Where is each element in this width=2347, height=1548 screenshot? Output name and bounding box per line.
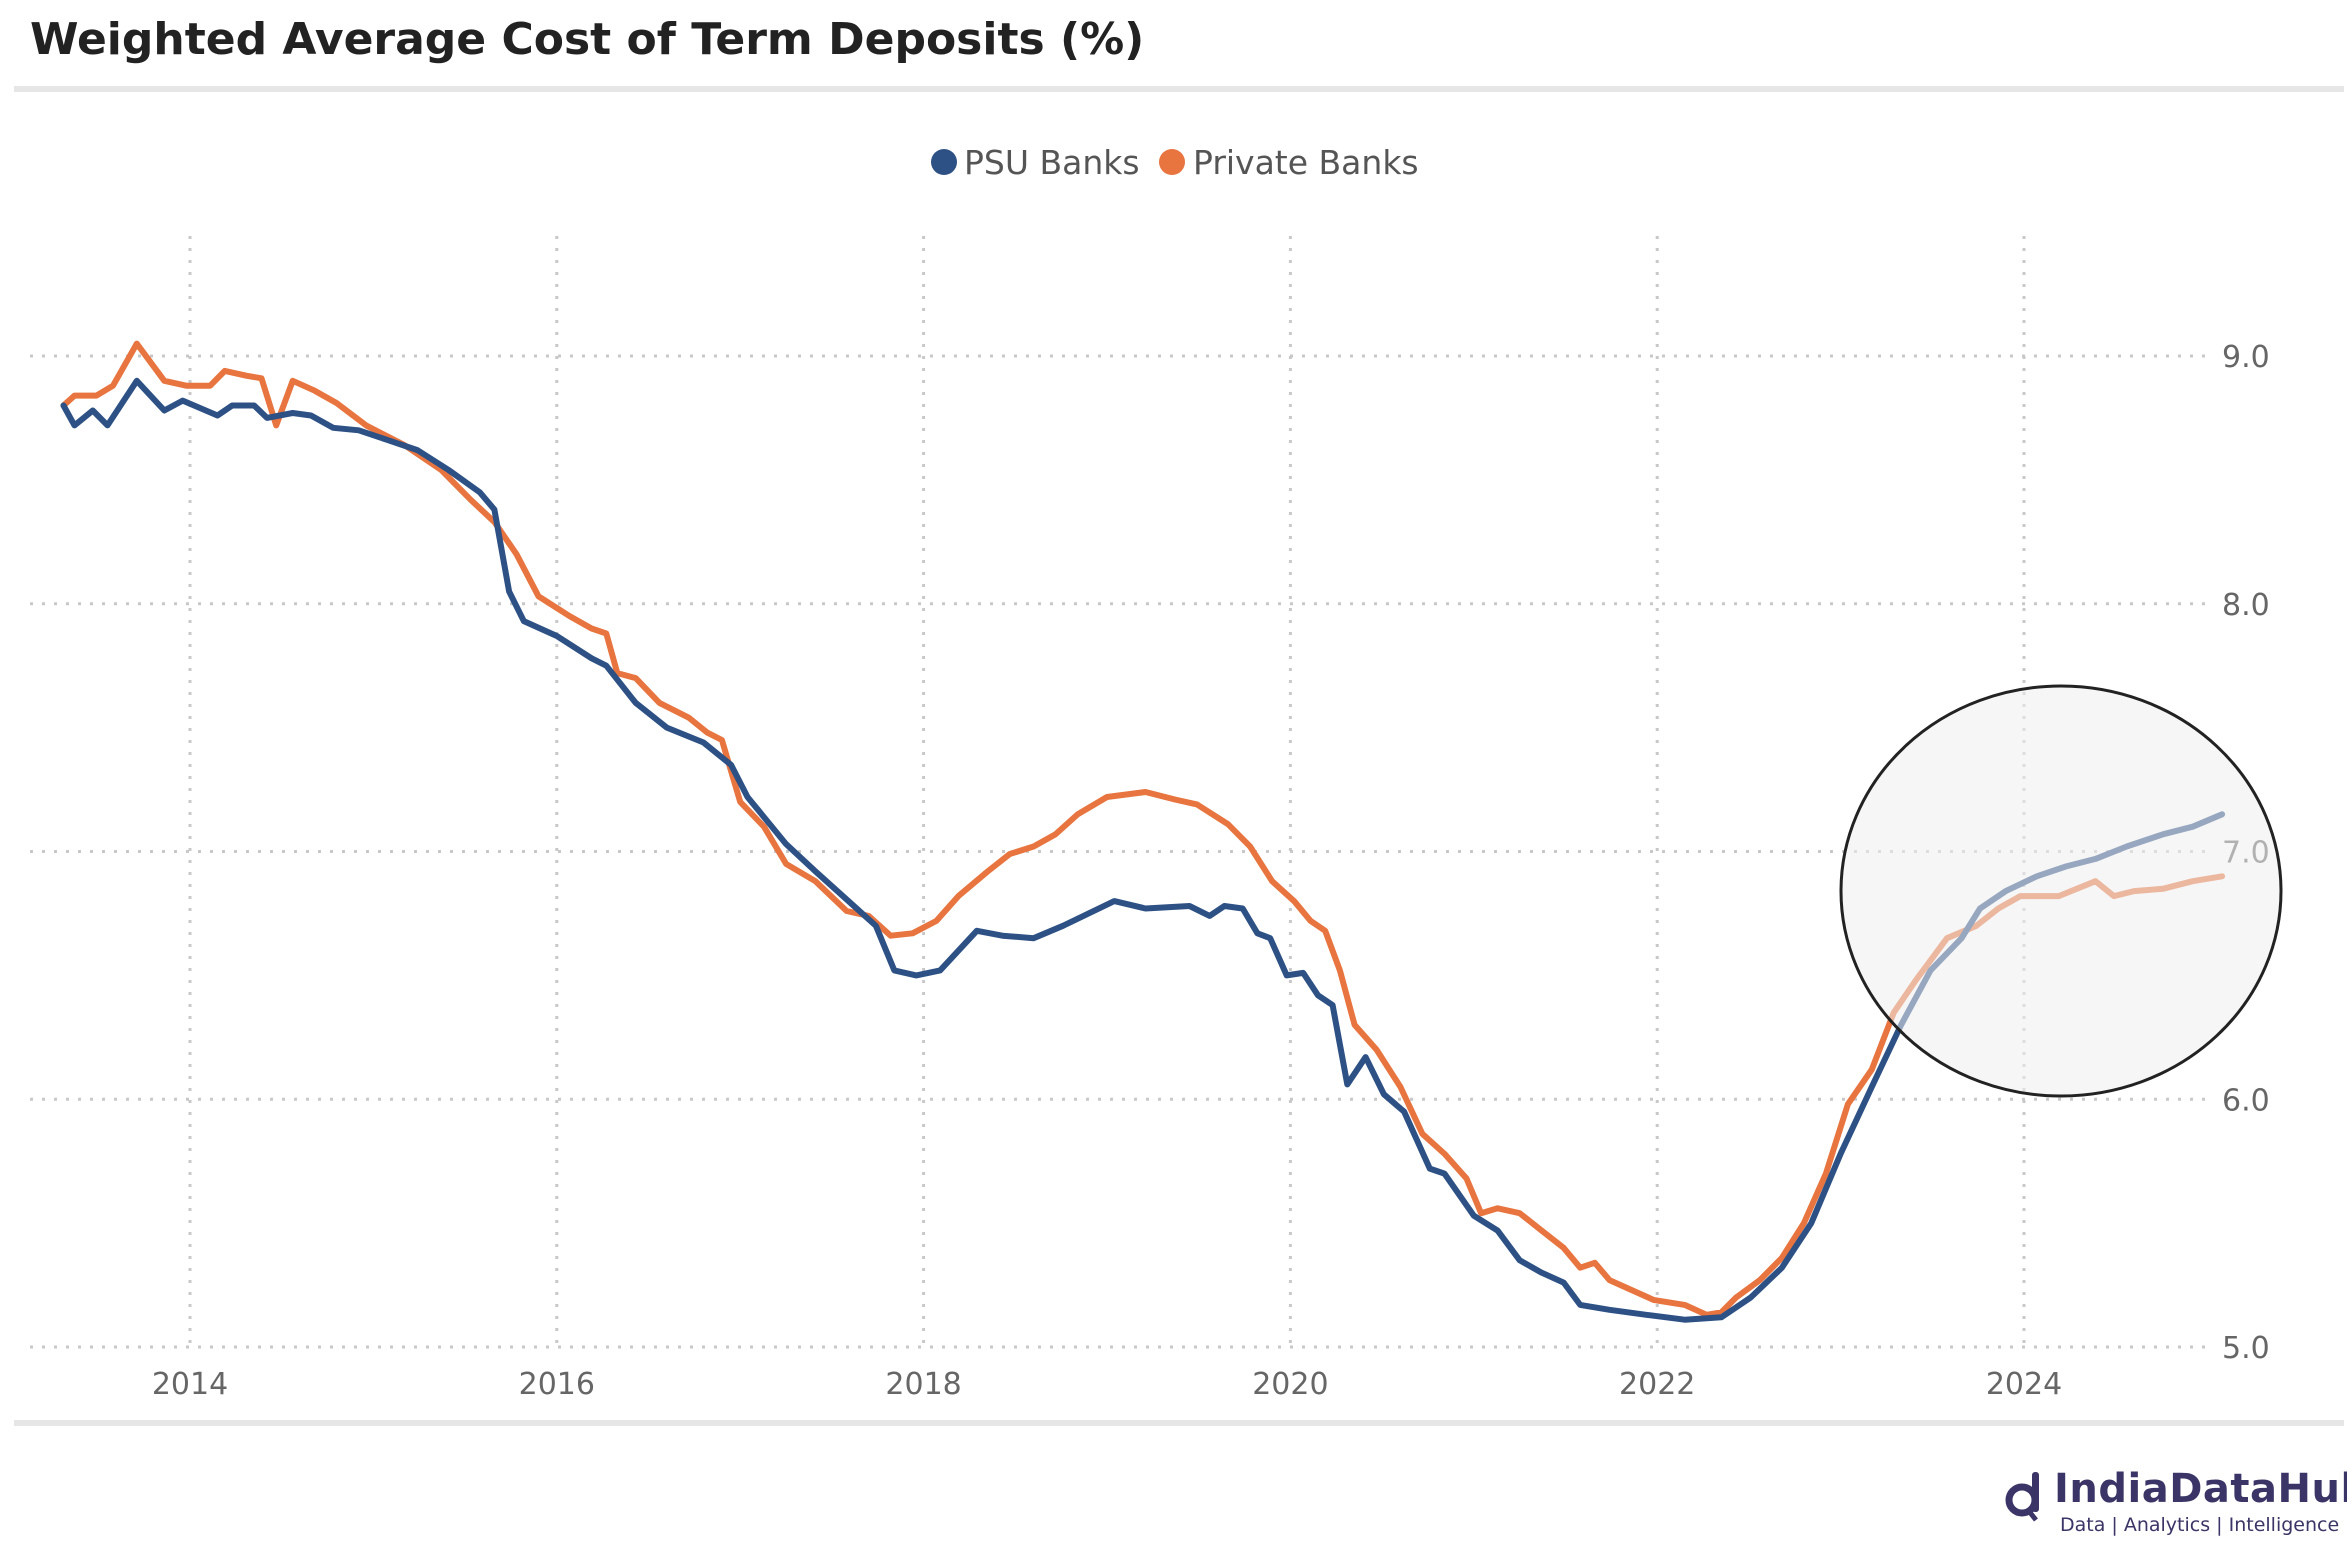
series-lines [60,340,2226,1323]
logo-name: IndiaDataHub [2054,1466,2347,1512]
highlight-circle [1839,684,2283,1098]
top-divider [14,86,2344,92]
y-tick-label: 9.0 [2222,340,2270,375]
legend-label-psu[interactable]: PSU Banks [964,143,1140,182]
logo-mark-icon [2005,1472,2039,1522]
x-tick-label: 2014 [152,1367,228,1402]
legend: PSU Banks Private Banks [931,143,1419,182]
x-tick-label: 2022 [1619,1367,1695,1402]
legend-label-private[interactable]: Private Banks [1193,143,1419,182]
legend-marker-private [1159,149,1185,175]
x-tick-label: 2016 [519,1367,595,1402]
x-axis: 2014 2016 2018 2020 2022 2024 [152,1367,2062,1402]
indiadatahub-logo: IndiaDataHub Data | Analytics | Intellig… [2004,1466,2347,1536]
x-tick-label: 2024 [1986,1367,2062,1402]
bottom-divider [14,1420,2344,1426]
chart-title: Weighted Average Cost of Term Deposits (… [30,14,1145,65]
logo-tagline: Data | Analytics | Intelligence [2060,1514,2340,1536]
x-tick-label: 2020 [1252,1367,1328,1402]
y-tick-label: 6.0 [2222,1083,2270,1118]
x-tick-label: 2018 [885,1367,961,1402]
legend-marker-psu [931,149,957,175]
y-tick-label: 5.0 [2222,1331,2270,1366]
series-line-psu-banks [60,377,2226,1323]
gridlines [30,236,2205,1349]
y-tick-label: 8.0 [2222,588,2270,623]
